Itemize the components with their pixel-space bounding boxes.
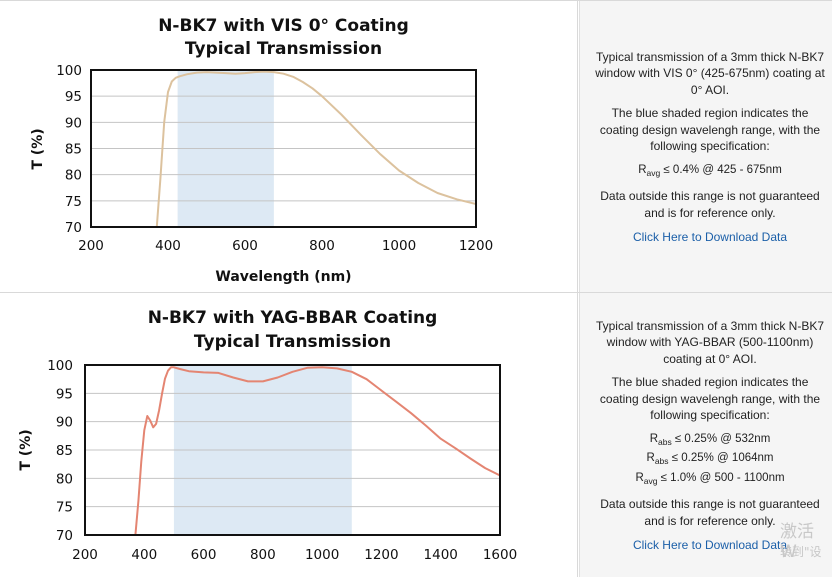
y-tick-label: 75 [65, 194, 82, 210]
y-tick-label: 100 [47, 358, 73, 374]
x-tick-label: 600 [191, 547, 217, 563]
x-tick-label: 400 [155, 238, 181, 254]
spec-line: Rabs ≤ 0.25% @ 532nm [649, 432, 771, 447]
chart-subtitle: Typical Transmission [185, 39, 382, 59]
description-shaded-region: The blue shaded region indicates the coa… [599, 106, 821, 154]
x-tick-label: 1200 [459, 238, 493, 254]
chart-yag-transmission: N-BK7 with YAG-BBAR Coating Typical Trans… [18, 308, 517, 563]
x-tick-label: 800 [250, 547, 276, 563]
plot-frame [90, 69, 477, 228]
y-tick-label: 95 [65, 89, 82, 105]
plot-frame [84, 364, 501, 536]
x-tick-label: 1000 [382, 238, 416, 254]
description-text: Typical transmission of a 3mm thick N-BK… [595, 318, 825, 366]
y-tick-label: 85 [65, 142, 82, 158]
chart-vis-transmission: N-BK7 with VIS 0° Coating Typical Transmi… [30, 16, 493, 285]
y-tick-label: 85 [56, 443, 73, 459]
y-tick-label: 100 [56, 63, 82, 79]
y-tick-label: 80 [65, 168, 82, 184]
x-axis-label: Wavelength (nm) [215, 269, 351, 285]
chart-panel-yag: N-BK7 with YAG-BBAR Coating Typical Trans… [0, 292, 832, 577]
x-tick-label: 1400 [424, 547, 458, 563]
transmission-line [155, 70, 476, 227]
chart-title: N-BK7 with VIS 0° Coating [158, 16, 409, 36]
chart-panel-vis: N-BK7 with VIS 0° Coating Typical Transmi… [0, 0, 832, 292]
chart-title: N-BK7 with YAG-BBAR Coating [148, 308, 438, 328]
description-panel-vis: Typical transmission of a 3mm thick N-BK… [579, 1, 832, 292]
y-tick-label: 75 [56, 500, 73, 516]
spec-list: Rabs ≤ 0.25% @ 532nm Rabs ≤ 0.25% @ 1064… [635, 431, 784, 490]
x-tick-label: 1000 [305, 547, 339, 563]
y-tick-label: 90 [56, 415, 73, 431]
description-disclaimer: Data outside this range is not guarantee… [600, 189, 820, 220]
transmission-line [134, 366, 500, 535]
description-shaded-region: The blue shaded region indicates the coa… [599, 375, 821, 423]
spec-line: Ravg ≤ 0.4% @ 425 - 675nm [638, 163, 782, 178]
download-data-link[interactable]: Click Here to Download Data [632, 230, 788, 245]
y-tick-label: 95 [56, 386, 73, 402]
x-tick-label: 1600 [483, 547, 517, 563]
y-axis-label: T (%) [18, 429, 34, 470]
y-tick-label: 80 [56, 471, 73, 487]
description-panel-yag: Typical transmission of a 3mm thick N-BK… [579, 293, 832, 577]
x-tick-label: 600 [232, 238, 258, 254]
x-tick-label: 200 [78, 238, 104, 254]
y-axis-label: T (%) [30, 128, 46, 169]
y-tick-label: 70 [65, 220, 82, 236]
description-text: Typical transmission of a 3mm thick N-BK… [595, 49, 825, 97]
x-tick-label: 1200 [364, 547, 398, 563]
chart-subtitle: Typical Transmission [194, 332, 391, 352]
spec-line: Rabs ≤ 0.25% @ 1064nm [646, 452, 774, 467]
x-tick-label: 400 [131, 547, 157, 563]
download-data-link[interactable]: Click Here to Download Data [632, 538, 788, 553]
y-tick-label: 70 [56, 528, 73, 544]
chart-cell-vis: N-BK7 with VIS 0° Coating Typical Transmi… [0, 1, 578, 292]
spec-line: Ravg ≤ 1.0% @ 500 - 1100nm [635, 471, 785, 486]
chart-cell-yag: N-BK7 with YAG-BBAR Coating Typical Trans… [0, 293, 578, 577]
y-tick-label: 90 [65, 115, 82, 131]
x-tick-label: 800 [309, 238, 335, 254]
description-disclaimer: Data outside this range is not guarantee… [600, 497, 820, 528]
x-tick-label: 200 [72, 547, 98, 563]
spec-list: Ravg ≤ 0.4% @ 425 - 675nm [638, 162, 782, 182]
